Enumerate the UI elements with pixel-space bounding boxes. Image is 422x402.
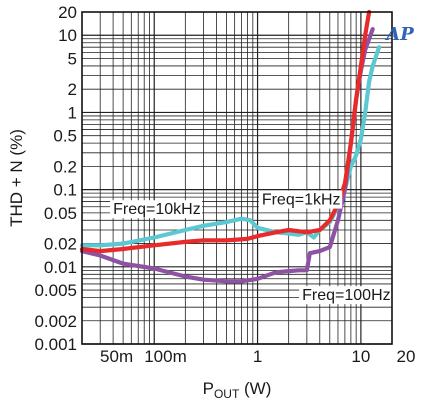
x-tick-labels: 50m 100m 1 10 20 bbox=[100, 347, 415, 366]
y-tick-label: 1 bbox=[68, 103, 77, 122]
annotation-label: Freq=10kHz bbox=[113, 201, 201, 218]
x-axis-label: POUT (W) bbox=[203, 379, 272, 401]
y-tick-label: 0.01 bbox=[44, 258, 77, 277]
annotation-label: Freq=100Hz bbox=[302, 287, 391, 304]
annotation-label: Freq=1kHz bbox=[262, 192, 341, 209]
y-tick-label: 0.5 bbox=[53, 127, 77, 146]
x-tick-label: 100m bbox=[144, 347, 187, 366]
y-tick-labels: 20 10 5 2 1 0.5 0.2 0.1 0.05 0.02 0.01 0.005 0.002 0.… bbox=[34, 3, 77, 354]
series-layer bbox=[79, 9, 382, 284]
y-tick-label: 0.001 bbox=[34, 335, 77, 354]
y-tick-label: 2 bbox=[68, 80, 77, 99]
y-tick-label: 0.1 bbox=[53, 181, 77, 200]
y-tick-label: 10 bbox=[58, 26, 77, 45]
x-tick-label: 20 bbox=[397, 347, 416, 366]
y-axis-label: THD + N (%) bbox=[7, 129, 26, 227]
annotation-background bbox=[110, 200, 203, 219]
annotation-background bbox=[258, 190, 343, 209]
x-axis-label-main: P bbox=[203, 379, 214, 398]
x-tick-label: 50m bbox=[100, 347, 133, 366]
y-tick-label: 20 bbox=[58, 3, 77, 22]
x-tick-label: 10 bbox=[351, 347, 370, 366]
x-tick-label: 1 bbox=[253, 347, 262, 366]
x-axis-label-unit: (W) bbox=[239, 379, 271, 398]
series-line-freq-1khz bbox=[79, 9, 372, 254]
annotation-freq-10khz: Freq=10kHz bbox=[110, 200, 203, 219]
annotation-freq-1khz: Freq=1kHz bbox=[258, 190, 343, 209]
y-tick-label: 0.02 bbox=[44, 235, 77, 254]
y-tick-label: 0.005 bbox=[34, 281, 77, 300]
annotation-layer: Freq=10kHz Freq=1kHz Freq=100Hz bbox=[110, 190, 392, 305]
x-axis-label-sub: OUT bbox=[214, 387, 240, 401]
ap-logo: AP bbox=[384, 24, 414, 45]
plot-frame bbox=[81, 11, 393, 345]
y-tick-label: 5 bbox=[68, 49, 77, 68]
annotation-background bbox=[299, 286, 392, 305]
annotation-freq-100hz: Freq=100Hz bbox=[299, 286, 392, 305]
y-tick-label: 0.05 bbox=[44, 204, 77, 223]
y-tick-label: 0.2 bbox=[53, 157, 77, 176]
y-tick-label: 0.002 bbox=[34, 312, 77, 331]
